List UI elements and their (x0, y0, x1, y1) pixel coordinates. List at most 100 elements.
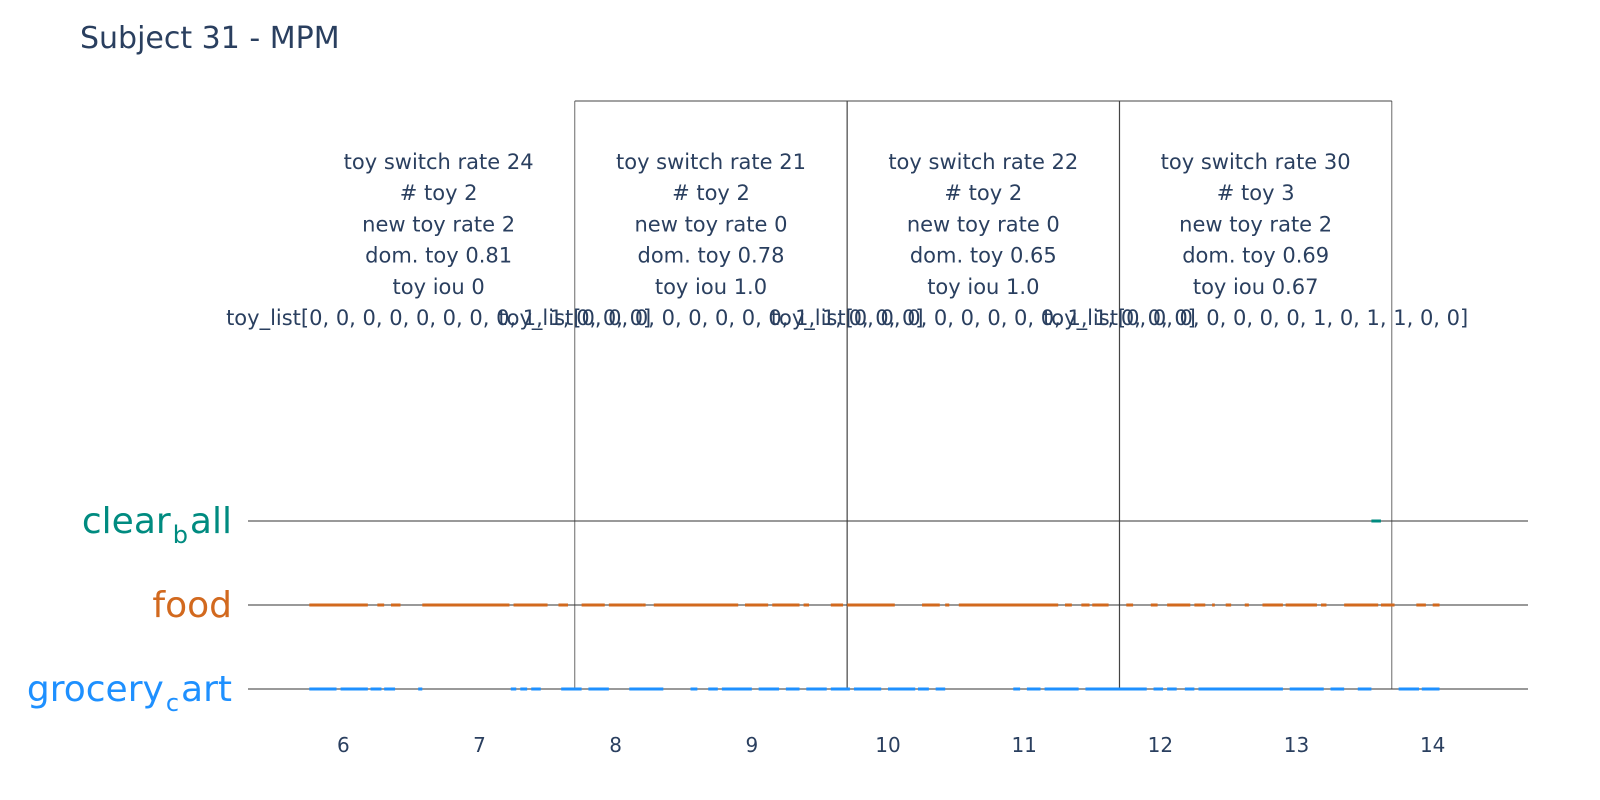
category-label: clearball (82, 501, 232, 549)
interval-bar-food (922, 603, 940, 607)
interval-bar-grocery-cart (1198, 687, 1283, 691)
segment-annotation-line: toy_list[0, 0, 0, 0, 0, 0, 0, 0, 1, 1, 0… (771, 306, 1196, 331)
segment-annotation-line: dom. toy 0.81 (365, 244, 512, 268)
interval-bar-grocery-cart (340, 687, 368, 691)
interval-bar-grocery-cart (888, 687, 916, 691)
segment-annotation-line: dom. toy 0.69 (1182, 244, 1329, 268)
segment-annotation-line: toy switch rate 24 (344, 150, 534, 174)
interval-bar-food (1262, 603, 1283, 607)
chart-title: Subject 31 - MPM (80, 21, 340, 56)
segment-annotation-line: toy iou 1.0 (655, 275, 767, 299)
x-tick-label: 6 (337, 733, 350, 757)
segment-annotation-line: # toy 2 (944, 181, 1022, 205)
interval-bar-grocery-cart (418, 687, 423, 691)
interval-bar-food (1344, 603, 1379, 607)
segment-annotation-line: toy switch rate 22 (888, 150, 1078, 174)
interval-bar-food (1065, 603, 1072, 607)
interval-bar-food (1380, 603, 1395, 607)
interval-bar-food (1416, 603, 1426, 607)
segment-annotation-line: toy_list[0, 0, 0, 0, 0, 0, 0, 0, 1, 1, 0… (226, 306, 651, 331)
segment-annotation-line: new toy rate 0 (634, 212, 787, 236)
segment-annotation-line: toy iou 1.0 (927, 275, 1039, 299)
interval-bar-food (847, 603, 895, 607)
interval-bar-food (958, 603, 1059, 607)
interval-bar-food (830, 603, 844, 607)
interval-bar-grocery-cart (690, 687, 698, 691)
interval-bar-food (1167, 603, 1191, 607)
interval-bar-grocery-cart (561, 687, 582, 691)
interval-bar-food (745, 603, 769, 607)
segment-annotation-line: # toy 2 (400, 181, 478, 205)
interval-bar-clear-ball (1371, 519, 1381, 523)
segment-annotation-line: new toy rate 2 (1179, 212, 1332, 236)
interval-bar-food (377, 603, 385, 607)
x-tick-label: 14 (1420, 733, 1445, 757)
interval-bar-grocery-cart (758, 687, 780, 691)
segment-boundaries (574, 100, 1393, 689)
interval-bar-food (581, 603, 605, 607)
segment-annotation-line: dom. toy 0.65 (910, 244, 1057, 268)
interval-bar-grocery-cart (1013, 687, 1021, 691)
interval-bar-grocery-cart (935, 687, 946, 691)
interval-bar-grocery-cart (853, 687, 882, 691)
interval-bar-food (309, 603, 368, 607)
interval-bar-grocery-cart (830, 687, 850, 691)
interval-bar-grocery-cart (309, 687, 337, 691)
interval-bar-food (422, 603, 510, 607)
x-tick-label: 9 (745, 733, 758, 757)
segment-annotation-line: toy iou 0.67 (1193, 275, 1319, 299)
interval-bar-food (1285, 603, 1317, 607)
interval-bar-grocery-cart (520, 687, 528, 691)
interval-bar-grocery-cart (1421, 687, 1440, 691)
x-tick-label: 10 (875, 733, 900, 757)
segment-annotations: toy switch rate 24 # toy 2 new toy rate 2 d… (226, 150, 1468, 331)
segment-annotation-line: # toy 3 (1217, 181, 1295, 205)
interval-bar-food (558, 603, 568, 607)
interval-bar-grocery-cart (629, 687, 664, 691)
interval-bar-grocery-cart (1153, 687, 1164, 691)
interval-bar-grocery-cart (1167, 687, 1177, 691)
interval-bar-grocery-cart (917, 687, 929, 691)
interval-bar-food (642, 603, 646, 607)
interval-bar-grocery-cart (785, 687, 800, 691)
interval-bar-grocery-cart (806, 687, 827, 691)
segment-annotation-line: toy switch rate 21 (616, 150, 806, 174)
interval-bar-food (1092, 603, 1109, 607)
interval-bar-food (513, 603, 548, 607)
interval-bar-grocery-cart (1184, 687, 1195, 691)
interval-bar-grocery-cart (370, 687, 382, 691)
interval-bar-food (945, 603, 950, 607)
interval-bar-grocery-cart (588, 687, 609, 691)
interval-bar-food (1212, 603, 1215, 607)
interval-bar-food (1244, 603, 1249, 607)
segment-annotation-line: new toy rate 2 (362, 212, 515, 236)
interval-bar-food (1194, 603, 1206, 607)
interval-bar-grocery-cart (531, 687, 541, 691)
interval-bar-grocery-cart (1044, 687, 1079, 691)
interval-bar-food (1225, 603, 1232, 607)
interval-bar-grocery-cart (1330, 687, 1345, 691)
x-tick-label: 7 (473, 733, 486, 757)
interval-bar-grocery-cart (721, 687, 752, 691)
interval-bar-grocery-cart (1085, 687, 1147, 691)
interval-bar-grocery-cart (708, 687, 718, 691)
interval-bar-grocery-cart (1398, 687, 1420, 691)
interval-bar-food (772, 603, 800, 607)
interval-bar-grocery-cart (384, 687, 396, 691)
segment-annotation-line: dom. toy 0.78 (638, 244, 785, 268)
category-label: food (152, 585, 232, 626)
interval-bar-food (803, 603, 810, 607)
segment-annotation-line: # toy 2 (672, 181, 750, 205)
segment-annotation-line: new toy rate 0 (907, 212, 1060, 236)
interval-bar-food (1126, 603, 1134, 607)
segment-annotation-line: toy_list[0, 0, 0, 0, 0, 0, 0, 1, 0, 1, 1… (1043, 306, 1468, 331)
x-tick-label: 13 (1284, 733, 1309, 757)
x-tick-label: 11 (1011, 733, 1036, 757)
segment-annotation-line: toy_list[0, 0, 0, 0, 0, 0, 0, 0, 1, 1, 0… (498, 306, 923, 331)
x-tick-label: 8 (609, 733, 622, 757)
interval-bars (309, 519, 1440, 691)
segment-annotation-line: toy switch rate 30 (1161, 150, 1351, 174)
interval-bar-food (1432, 603, 1440, 607)
interval-bar-grocery-cart (1289, 687, 1324, 691)
